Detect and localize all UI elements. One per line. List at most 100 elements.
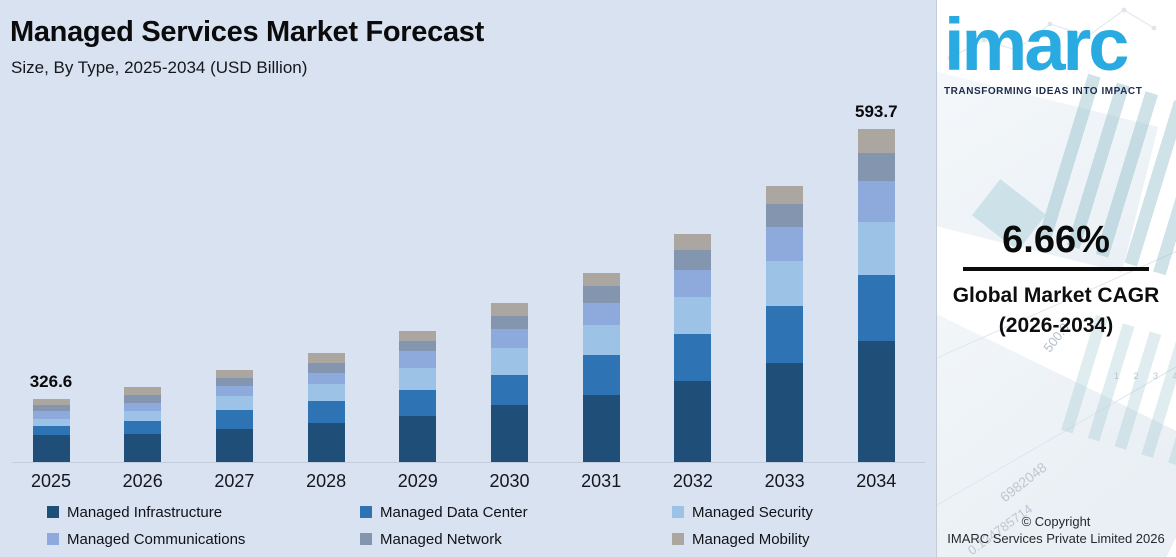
bar-segment-managed-network [491, 316, 528, 329]
bar-segment-managed-infrastructure [582, 395, 620, 462]
bar-segment-managed-communications [399, 351, 437, 368]
legend-item-managed-network: Managed Network [360, 530, 672, 548]
bar-segment-managed-security [399, 368, 437, 390]
bar-segment-managed-data-center [766, 306, 804, 363]
legend-swatch [360, 533, 372, 545]
x-axis-label-2030: 2030 [489, 471, 530, 491]
bar-segment-managed-communications [124, 403, 162, 411]
bar-segment-managed-network [124, 395, 162, 403]
legend: Managed Infrastructure Managed Data Cente… [47, 503, 927, 548]
x-axis-label-2032: 2032 [672, 471, 713, 491]
bar-2025 [32, 399, 70, 462]
bar-segment-managed-security [766, 261, 804, 306]
bar-segment-managed-network [766, 204, 804, 227]
legend-item-managed-security: Managed Security [672, 504, 912, 521]
bar-segment-managed-network [215, 378, 253, 386]
bar-segment-managed-security [857, 222, 895, 275]
bar-segment-managed-network [307, 363, 345, 373]
cagr-label: Global Market CAGR [952, 284, 1160, 307]
bar-segment-managed-mobility [491, 303, 528, 316]
bar-segment-managed-communications [32, 411, 70, 419]
panel-divider [936, 0, 937, 557]
bar-segment-managed-security [124, 411, 162, 421]
imarc-logo-wordmark: imarc [944, 3, 1129, 86]
bar-segment-managed-communications [215, 386, 253, 396]
chart-side: Managed Services Market Forecast Size, B… [10, 16, 927, 548]
bar-segment-managed-data-center [124, 421, 162, 434]
bar-segment-managed-data-center [857, 275, 895, 341]
bar-segment-managed-network [32, 405, 70, 411]
x-axis-label-2031: 2031 [581, 471, 622, 491]
bar-segment-managed-mobility [32, 399, 70, 405]
legend-label: Managed Mobility [692, 530, 810, 548]
bar-segment-managed-mobility [399, 331, 437, 341]
background-number: 1 2 3 4 [1114, 371, 1176, 381]
bar-2033 [766, 186, 804, 462]
bar-segment-managed-mobility [307, 353, 345, 363]
bar-2028 [307, 353, 345, 462]
bar-segment-managed-communications [766, 227, 804, 261]
bar-value-label-2034: 593.7 [855, 102, 898, 121]
legend-swatch [360, 506, 372, 518]
page-subtitle: Size, By Type, 2025-2034 (USD Billion) [11, 58, 308, 77]
bar-segment-managed-security [215, 396, 253, 410]
bar-segment-managed-mobility [582, 273, 620, 286]
imarc-logo: imarc TRANSFORMING IDEAS INTO IMPACT [944, 2, 1172, 97]
bar-segment-managed-infrastructure [307, 423, 345, 462]
legend-swatch [672, 506, 684, 518]
bar-segment-managed-communications [674, 270, 712, 297]
copyright-line1: © Copyright [1021, 514, 1091, 529]
bar-segment-managed-network [674, 250, 712, 270]
bar-segment-managed-communications [857, 181, 895, 222]
bar-2031 [582, 273, 620, 462]
x-axis-label-2026: 2026 [122, 471, 163, 491]
x-axis-label-2029: 2029 [397, 471, 438, 491]
bar-segment-managed-infrastructure [124, 434, 162, 462]
bar-segment-managed-data-center [674, 334, 712, 381]
cagr-divider [963, 267, 1149, 271]
legend-item-managed-infrastructure: Managed Infrastructure [47, 504, 360, 521]
bar-segment-managed-security [674, 297, 712, 334]
legend-swatch [672, 533, 684, 545]
bar-segment-managed-infrastructure [215, 429, 253, 462]
bar-segment-managed-infrastructure [674, 381, 712, 462]
legend-label: Managed Communications [67, 530, 246, 548]
x-axis-label-2025: 2025 [30, 471, 72, 491]
cagr-block: 6.66% Global Market CAGR (2026-2034) [936, 220, 1176, 338]
bar-segment-managed-infrastructure [399, 416, 437, 462]
bar-segment-managed-data-center [32, 426, 70, 435]
bar-2026 [124, 387, 162, 462]
bar-2030 [491, 303, 528, 462]
bar-segment-managed-mobility [766, 186, 804, 204]
bar-segment-managed-security [32, 419, 70, 426]
x-axis-label-2028: 2028 [306, 471, 347, 491]
bar-segment-managed-infrastructure [857, 341, 895, 462]
legend-swatch [47, 506, 59, 518]
bar-segment-managed-infrastructure [766, 363, 804, 462]
legend-label: Managed Data Center [380, 503, 528, 521]
info-panel: 6982048 0.134785714 500.0 1 2 3 4 imarc … [936, 0, 1176, 557]
bar-segment-managed-mobility [857, 129, 895, 153]
bar-segment-managed-security [307, 384, 345, 401]
x-axis-label-2027: 2027 [214, 471, 255, 491]
cagr-value: 6.66% [1002, 219, 1110, 261]
bar-segment-managed-communications [491, 329, 528, 348]
bar-segment-managed-data-center [582, 355, 620, 395]
legend-item-managed-data-center: Managed Data Center [360, 503, 672, 521]
legend-item-managed-communications: Managed Communications [47, 530, 360, 548]
bar-2027 [215, 370, 253, 462]
imarc-logo-tagline: TRANSFORMING IDEAS INTO IMPACT [944, 86, 1143, 97]
bar-segment-managed-data-center [399, 390, 437, 416]
bar-segment-managed-data-center [307, 401, 345, 423]
bar-segment-managed-communications [307, 373, 345, 384]
legend-item-managed-mobility: Managed Mobility [672, 530, 912, 548]
x-axis-label-2034: 2034 [856, 471, 897, 491]
copyright: © Copyright IMARC Services Private Limit… [936, 513, 1176, 547]
bar-2029 [399, 331, 437, 462]
legend-label: Managed Network [380, 530, 502, 548]
legend-swatch [47, 533, 59, 545]
bar-segment-managed-network [857, 153, 895, 181]
cagr-period: (2026-2034) [998, 314, 1114, 337]
bar-segment-managed-infrastructure [491, 405, 528, 462]
